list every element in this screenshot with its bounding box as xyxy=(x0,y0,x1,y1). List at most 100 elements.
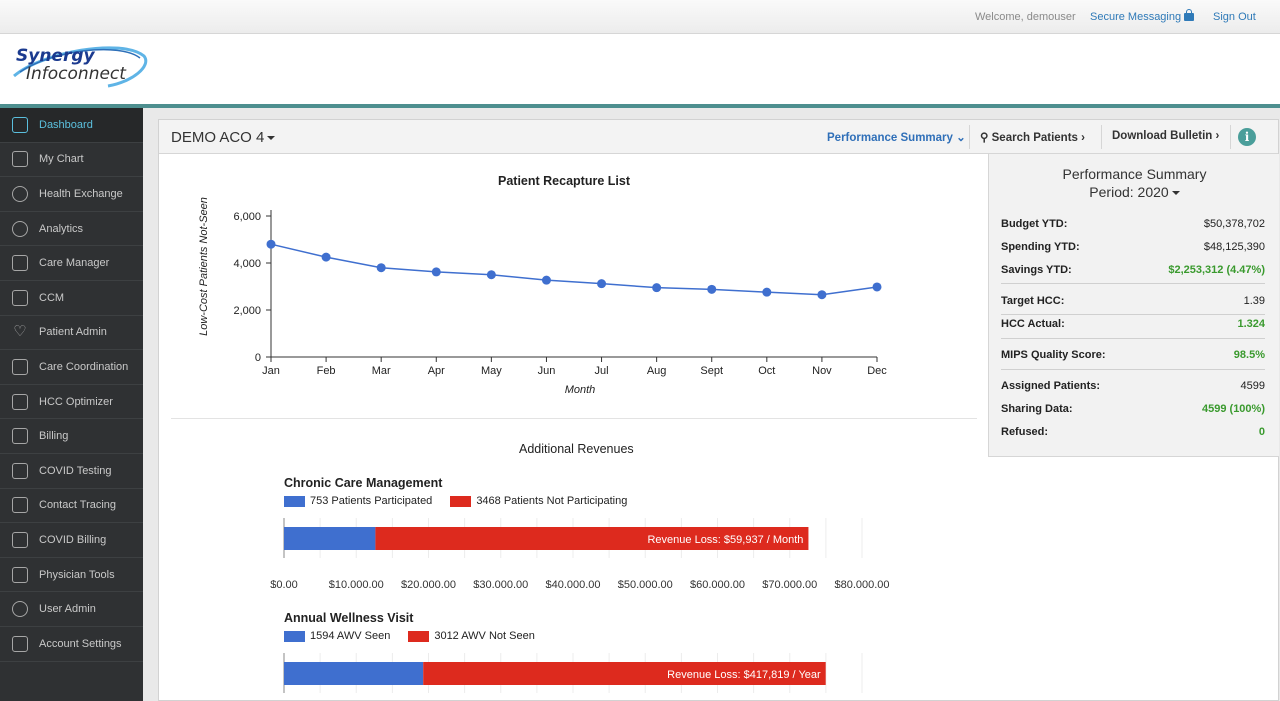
sidebar-item-physician-tools[interactable]: Physician Tools xyxy=(0,558,143,593)
data-point xyxy=(431,267,441,277)
top-bar: Welcome, demouser Secure Messaging Sign … xyxy=(0,0,1280,34)
sidebar-item-contact-tracing[interactable]: Contact Tracing xyxy=(0,489,143,524)
x-tick-label: Aug xyxy=(647,365,667,377)
summary-value: $2,253,312 (4.47%) xyxy=(1168,264,1265,276)
header-separator xyxy=(969,125,970,149)
chevron-right-icon[interactable]: › xyxy=(1081,132,1085,144)
sidebar-item-hcc-optimizer[interactable]: HCC Optimizer xyxy=(0,385,143,420)
summary-divider xyxy=(1001,283,1265,284)
performance-summary-dropdown[interactable]: Performance Summary ⌄ xyxy=(827,130,966,144)
summary-key: Refused: xyxy=(1001,426,1049,438)
summary-divider xyxy=(1001,369,1265,370)
summary-key: Target HCC: xyxy=(1001,295,1065,307)
document-icon xyxy=(12,531,28,548)
search-patients-link[interactable]: ⚲ Search Patients › xyxy=(980,130,1085,144)
legend-label: 753 Patients Participated xyxy=(310,495,433,507)
sign-out-link[interactable]: Sign Out xyxy=(1213,11,1256,23)
x-tick-label: Apr xyxy=(428,365,445,377)
search-icon[interactable]: ⚲ xyxy=(980,132,989,144)
period-dropdown[interactable]: Period: 2020 xyxy=(989,184,1280,200)
legend-swatch-blue xyxy=(284,630,305,642)
legend-swatch-red xyxy=(450,495,472,507)
x-tick-label: $20,000.00 xyxy=(401,579,456,588)
sidebar-item-care-manager[interactable]: Care Manager xyxy=(0,246,143,281)
secure-messaging-label[interactable]: Secure Messaging xyxy=(1090,11,1182,23)
awv-title: Annual Wellness Visit xyxy=(284,611,414,625)
search-patients-label[interactable]: Search Patients xyxy=(991,132,1078,144)
main-area: DEMO ACO 4 Performance Summary ⌄ ⚲ Searc… xyxy=(143,108,1280,701)
sidebar-item-ccm[interactable]: CCM xyxy=(0,281,143,316)
sidebar-item-health-exchange[interactable]: Health Exchange xyxy=(0,177,143,212)
ccm-title: Chronic Care Management xyxy=(284,476,443,490)
sidebar-item-covid-testing[interactable]: COVID Testing xyxy=(0,454,143,489)
sidebar-item-label: Billing xyxy=(39,430,69,443)
awv-bar-chart: Revenue Loss: $417,819 / Year xyxy=(283,653,863,693)
magnifier-icon xyxy=(12,220,28,237)
x-tick-label: Jan xyxy=(262,365,280,377)
chart-title: Patient Recapture List xyxy=(498,174,630,188)
summary-key: MIPS Quality Score: xyxy=(1001,349,1106,361)
chevron-down-icon[interactable]: ⌄ xyxy=(956,132,966,144)
sidebar-item-label: My Chart xyxy=(39,153,84,166)
sidebar-item-billing[interactable]: Billing xyxy=(0,419,143,454)
sidebar-item-label: User Admin xyxy=(39,603,96,616)
data-point xyxy=(597,279,607,289)
period-label[interactable]: Period: 2020 xyxy=(1089,184,1169,200)
x-tick-label: $0.00 xyxy=(270,579,298,588)
header-stripe xyxy=(0,104,1280,108)
sidebar-item-analytics[interactable]: Analytics xyxy=(0,212,143,247)
revenue-loss-label: Revenue Loss: $417,819 / Year xyxy=(667,669,821,681)
x-tick-label: Jul xyxy=(595,365,609,377)
data-point xyxy=(321,252,331,262)
legend-swatch-blue xyxy=(284,495,305,507)
aco-label[interactable]: DEMO ACO 4 xyxy=(171,129,265,146)
sidebar-item-dashboard[interactable]: Dashboard xyxy=(0,108,143,143)
download-bulletin-label[interactable]: Download Bulletin xyxy=(1112,130,1213,142)
y-tick-label: 0 xyxy=(255,352,261,364)
dashboard-icon xyxy=(12,116,28,133)
sidebar-item-care-coordination[interactable]: Care Coordination xyxy=(0,350,143,385)
logo[interactable]: Synergy Infoconnect xyxy=(12,42,148,94)
x-tick-label: Dec xyxy=(867,365,887,377)
header-separator xyxy=(1230,125,1231,149)
billing-icon xyxy=(12,428,28,445)
lock-icon[interactable] xyxy=(1184,9,1195,21)
sidebar-item-label: COVID Testing xyxy=(39,464,112,477)
x-tick-label: Mar xyxy=(372,365,391,377)
caret-down-icon[interactable] xyxy=(1171,191,1180,196)
sidebar-item-label: Physician Tools xyxy=(39,568,115,581)
summary-row: Target HCC: 1.39 xyxy=(1001,295,1265,313)
secure-messaging-link[interactable]: Secure Messaging xyxy=(1090,9,1195,23)
summary-value: 4599 (100%) xyxy=(1202,403,1265,415)
sidebar-item-account-settings[interactable]: Account Settings xyxy=(0,627,143,662)
y-axis-label: Low-Cost Patients Not-Seen xyxy=(198,197,210,336)
summary-value: $48,125,390 xyxy=(1203,241,1265,253)
chevron-right-icon[interactable]: › xyxy=(1215,130,1220,142)
physician-icon xyxy=(12,566,28,583)
summary-value: 98.5% xyxy=(1233,349,1265,361)
x-axis-label: Month xyxy=(565,384,596,396)
sidebar-item-label: Care Manager xyxy=(39,257,110,270)
sidebar-item-patient-admin[interactable]: ♡ Patient Admin xyxy=(0,316,143,351)
sidebar-item-label: CCM xyxy=(39,291,65,304)
x-tick-label: $70,000.00 xyxy=(762,579,817,588)
info-icon[interactable]: i xyxy=(1238,128,1256,146)
summary-key: Sharing Data: xyxy=(1001,403,1073,415)
summary-row: Budget YTD: $50,378,702 xyxy=(1001,218,1265,236)
person-icon xyxy=(12,255,28,272)
x-tick-label: Jun xyxy=(538,365,556,377)
sidebar-item-user-admin[interactable]: User Admin xyxy=(0,592,143,627)
x-tick-label: $40,000.00 xyxy=(545,579,600,588)
caret-down-icon[interactable] xyxy=(267,136,276,141)
aco-dropdown[interactable]: DEMO ACO 4 xyxy=(171,129,276,146)
summary-value: 1.39 xyxy=(1243,295,1265,307)
sidebar-item-covid-billing[interactable]: COVID Billing xyxy=(0,523,143,558)
edit-icon xyxy=(12,289,28,306)
data-point xyxy=(652,283,662,293)
sidebar-item-label: Care Coordination xyxy=(39,360,129,373)
summary-value: 4599 xyxy=(1240,380,1265,392)
sidebar-item-my-chart[interactable]: My Chart xyxy=(0,143,143,178)
download-bulletin-link[interactable]: Download Bulletin › xyxy=(1112,130,1219,142)
performance-summary-label[interactable]: Performance Summary xyxy=(827,132,953,144)
